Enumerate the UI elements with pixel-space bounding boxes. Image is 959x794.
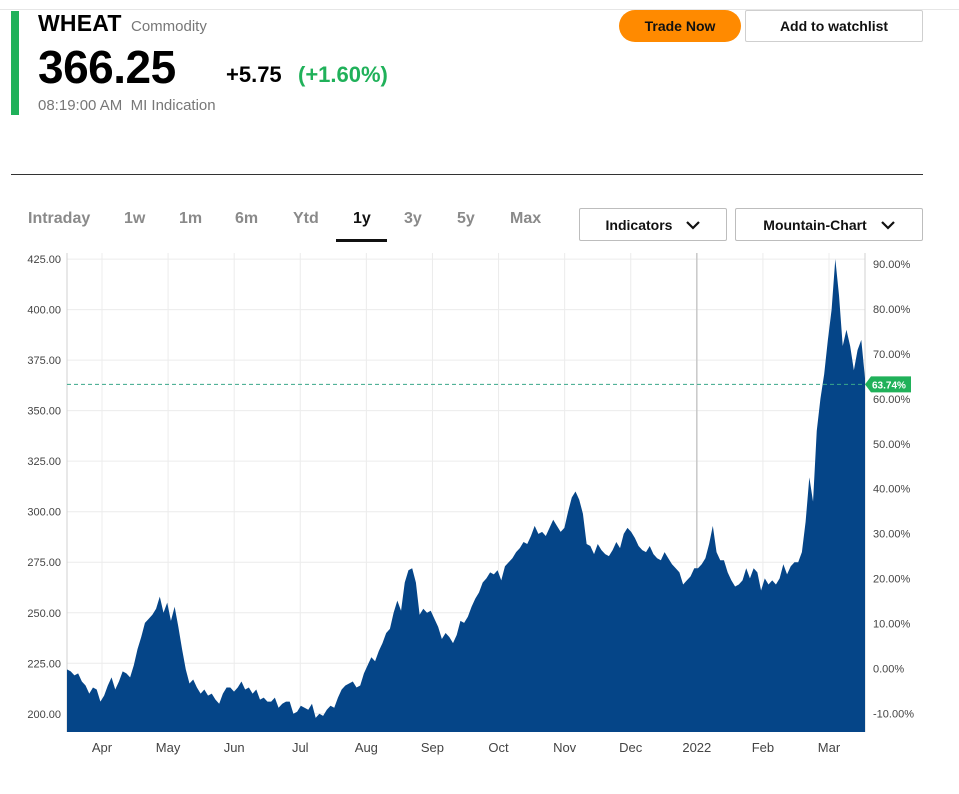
left-tick-label: 350.00 <box>27 406 61 418</box>
range-tab-1w[interactable]: 1w <box>124 210 146 227</box>
right-tick-label: 50.00% <box>873 439 911 451</box>
x-tick-label: Sep <box>421 740 444 755</box>
asset-type-label: Commodity <box>131 18 207 35</box>
section-divider <box>11 174 923 175</box>
x-axis: Apr May Jun Jul Aug Sep Oct Nov Dec 2022 Feb Mar <box>92 740 841 755</box>
x-tick-label: Nov <box>553 740 577 755</box>
chevron-down-icon <box>880 220 895 230</box>
quote-source: MI Indication <box>130 97 216 114</box>
left-tick-label: 300.00 <box>27 507 61 519</box>
trade-now-button[interactable]: Trade Now <box>619 10 741 42</box>
range-tab-5y[interactable]: 5y <box>457 210 475 227</box>
price-area <box>67 259 865 732</box>
x-tick-label: 2022 <box>682 740 711 755</box>
right-tick-label: 30.00% <box>873 529 911 541</box>
right-tick-label: 20.00% <box>873 574 911 586</box>
range-tab-ytd[interactable]: Ytd <box>293 210 319 227</box>
last-price: 366.25 <box>38 41 176 93</box>
x-tick-label: May <box>156 740 181 755</box>
x-tick-label: Jul <box>292 740 309 755</box>
left-tick-label: 250.00 <box>27 608 61 620</box>
current-percent-badge <box>865 376 911 393</box>
x-tick-label: Apr <box>92 740 113 755</box>
quote-timestamp: 08:19:00 AM <box>38 97 123 114</box>
top-divider <box>0 9 959 10</box>
price-area-chart: 63.74% 425.00 400.00 375.00 350.00 325.00 300… <box>27 253 914 755</box>
right-tick-label: -10.00% <box>873 708 914 720</box>
range-tab-1y[interactable]: 1y <box>353 210 371 227</box>
x-tick-label: Oct <box>488 740 509 755</box>
left-tick-label: 325.00 <box>27 456 61 468</box>
x-tick-label: Dec <box>619 740 643 755</box>
right-axis: 90.00% 80.00% 70.00% 60.00% 50.00% 40.00% 30.0… <box>873 259 914 720</box>
left-tick-label: 425.00 <box>27 254 61 266</box>
current-percent-marker: 63.74% <box>865 376 911 393</box>
chart-type-label: Mountain-Chart <box>763 216 867 233</box>
left-tick-label: 375.00 <box>27 355 61 367</box>
right-tick-label: 90.00% <box>873 259 911 271</box>
indicators-label: Indicators <box>605 216 673 233</box>
right-tick-label: 40.00% <box>873 484 911 496</box>
x-tick-label: Aug <box>355 740 378 755</box>
x-tick-label: Feb <box>752 740 774 755</box>
range-tab-3y[interactable]: 3y <box>404 210 422 227</box>
add-to-watchlist-button[interactable]: Add to watchlist <box>745 10 923 42</box>
active-range-indicator <box>336 239 387 242</box>
chevron-down-icon <box>686 220 701 230</box>
left-axis: 425.00 400.00 375.00 350.00 325.00 300.00 275.… <box>27 254 61 721</box>
chart-type-dropdown[interactable]: Mountain-Chart <box>735 208 923 241</box>
current-percent-label: 63.74% <box>872 380 906 391</box>
right-tick-label: 70.00% <box>873 349 911 361</box>
price-change-percent: (+1.60%) <box>298 62 388 87</box>
x-tick-label: Mar <box>818 740 841 755</box>
right-tick-label: 10.00% <box>873 619 911 631</box>
indicators-dropdown[interactable]: Indicators <box>579 208 727 241</box>
range-tab-intraday[interactable]: Intraday <box>28 210 91 227</box>
right-tick-label: 0.00% <box>873 664 904 676</box>
left-tick-label: 275.00 <box>27 557 61 569</box>
range-tab-1m[interactable]: 1m <box>179 210 203 227</box>
symbol-title: WHEAT <box>38 10 122 36</box>
left-tick-label: 200.00 <box>27 709 61 721</box>
quote-time: 08:19:00 AM MI Indication <box>38 97 216 114</box>
range-tab-6m[interactable]: 6m <box>235 210 259 227</box>
trend-accent-bar <box>11 11 19 115</box>
left-tick-label: 400.00 <box>27 305 61 317</box>
price-change: +5.75 <box>226 62 282 87</box>
right-tick-label: 60.00% <box>873 394 911 406</box>
right-tick-label: 80.00% <box>873 304 911 316</box>
left-tick-label: 225.00 <box>27 658 61 670</box>
range-tab-max[interactable]: Max <box>510 210 542 227</box>
x-tick-label: Jun <box>224 740 245 755</box>
